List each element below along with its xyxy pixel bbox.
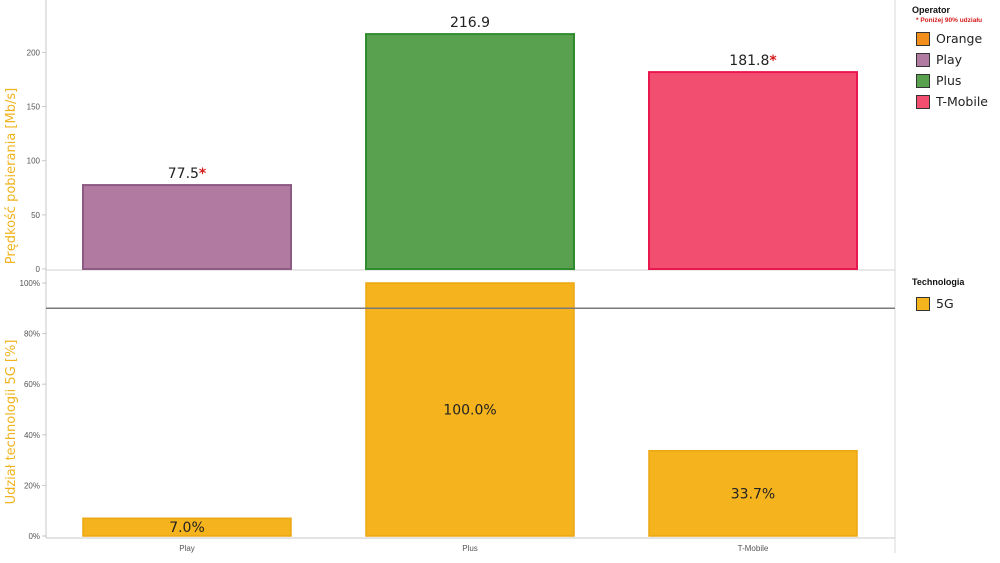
legend-swatch-5g [916,296,930,311]
share-y-axis-title: Udział technologii 5G [%] [4,339,19,505]
below-threshold-marker: * [769,53,777,69]
share-y-tick-label: 100% [20,279,40,288]
share-value-label-plus: 100.0% [443,403,496,419]
speed-y-tick-label: 150 [27,103,41,112]
operator-legend: Operator * Poniżej 90% udziału Orange Pl… [912,5,988,112]
legend-item-orange[interactable]: Orange [912,28,988,49]
legend-item-play[interactable]: Play [912,49,988,70]
legend-swatch-plus [916,73,930,88]
x-tick-label-t-mobile: T-Mobile [738,544,769,553]
legend-label-t-mobile: T-Mobile [936,94,989,109]
share-y-tick-label: 60% [24,380,40,389]
operator-legend-title: Operator [912,5,951,15]
speed-bar-plus [365,33,575,270]
speed-y-tick-label: 50 [31,211,40,220]
legend-item-t-mobile[interactable]: T-Mobile [912,91,988,112]
share-y-tick-label: 0% [28,532,40,541]
speed-bar-t-mobile [648,71,858,271]
share-y-tick-label: 20% [24,481,40,490]
share-y-tick-label: 40% [24,431,40,440]
legend-swatch-orange [916,31,930,46]
legend-swatch-play [916,52,930,67]
below-threshold-note: * Poniżej 90% udziału [916,17,983,24]
speed-bar-play [82,184,292,271]
legend-item-plus[interactable]: Plus [912,70,988,91]
share-value-label-play: 7.0% [169,520,205,536]
speed-value-label-play: 77.5* [168,166,207,182]
speed-value-label-plus: 216.9 [450,15,490,31]
share-y-tick-label: 80% [24,330,40,339]
technology-legend: Technologia 5G [912,277,964,314]
legend-item-5g[interactable]: 5G [912,293,964,314]
legend-label-orange: Orange [936,31,983,46]
x-tick-label-play: Play [179,544,195,553]
speed-y-axis-title: Prędkość pobierania [Mb/s] [4,87,19,265]
legend-swatch-t-mobile [916,94,930,109]
legend-label-plus: Plus [936,73,962,88]
technology-legend-title: Technologia [912,277,965,287]
share-value-label-t-mobile: 33.7% [731,486,775,502]
speed-value-label-t-mobile: 181.8* [729,53,777,69]
legend-label-5g: 5G [936,296,954,311]
speed-y-tick-label: 100 [27,157,41,166]
speed-y-tick-label: 200 [27,48,41,57]
share-bar-t-mobile [648,449,858,537]
speed-y-tick-label: 0 [36,265,41,274]
legend-label-play: Play [936,52,963,67]
share-bar-play [82,517,292,537]
x-tick-label-plus: Plus [462,544,478,553]
below-threshold-marker: * [199,166,207,182]
share-bar-plus [365,282,575,537]
